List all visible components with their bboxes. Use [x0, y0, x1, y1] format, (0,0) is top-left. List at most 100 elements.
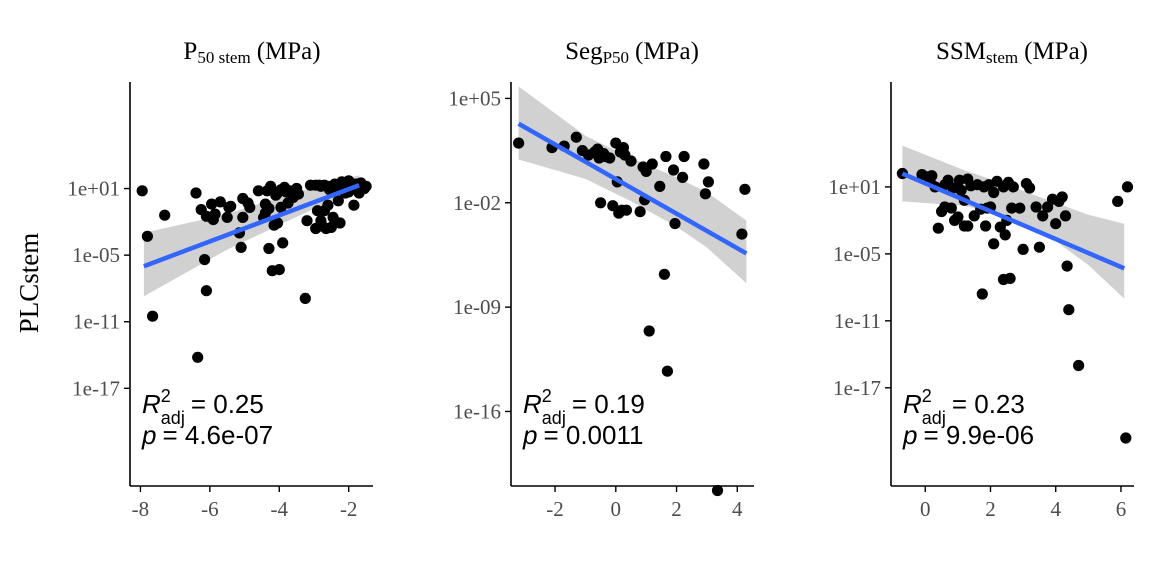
panel-title-units: (MPa) [1024, 38, 1088, 65]
panel-title-subscript: stem [986, 48, 1018, 67]
data-point [634, 206, 646, 218]
data-point [332, 195, 344, 207]
data-point [988, 238, 1000, 250]
p-annotation: p = 9.9e-06 [902, 420, 1034, 450]
data-point [1120, 432, 1132, 444]
r2-symbol: R [903, 389, 922, 419]
data-point [265, 180, 277, 192]
r2-superscript: 2 [922, 386, 932, 406]
p-annotation: p = 0.0011 [522, 420, 643, 450]
y-tick-label: 1e+01 [67, 177, 120, 201]
x-tick-label: -4 [271, 497, 289, 521]
y-tick-label: 1e-02 [453, 191, 501, 215]
data-point [980, 220, 992, 232]
data-point [1121, 181, 1134, 193]
x-tick-label: 4 [1050, 497, 1061, 521]
r2-superscript: 2 [161, 386, 171, 406]
data-point [292, 188, 304, 200]
data-point [190, 187, 202, 199]
data-point [643, 325, 655, 337]
data-point [1112, 195, 1124, 207]
x-tick-label: 6 [1116, 497, 1127, 521]
scatter-points [896, 167, 1134, 444]
data-point [360, 180, 372, 192]
data-point [1050, 218, 1062, 230]
data-point [271, 217, 284, 229]
panel-1: P50 stem (MPa) 1e+01 1e-05 1e-11 1e-17 -8 -6 -4 -… [67, 38, 373, 521]
data-point [926, 170, 938, 182]
x-tick-label: -6 [201, 497, 219, 521]
data-point [252, 185, 264, 197]
r2-value: = 0.19 [572, 389, 645, 419]
data-point [640, 165, 652, 177]
data-point [678, 150, 690, 163]
data-point [988, 186, 1000, 199]
r2-symbol: R [523, 389, 542, 419]
r2-annotation: R2 adj = 0.23 [903, 386, 1025, 428]
panel-title-main: SSM [936, 38, 986, 65]
data-point [141, 230, 153, 242]
panel-title-units: (MPa) [635, 38, 699, 65]
data-point [604, 152, 616, 164]
x-tick-label: 0 [611, 497, 622, 521]
data-point [136, 185, 148, 197]
data-point [1059, 210, 1072, 222]
p-annotation: p = 4.6e-07 [141, 420, 273, 450]
data-point [658, 268, 671, 280]
data-point [237, 211, 249, 223]
y-axis-label: PLCstem [14, 233, 44, 334]
data-point [607, 200, 619, 212]
data-point [962, 220, 974, 232]
data-point [235, 241, 247, 253]
data-point [1014, 202, 1026, 214]
data-point [1007, 181, 1019, 193]
panels: P50 stem (MPa) 1e+01 1e-05 1e-11 1e-17 -8 -6 -4 -… [67, 38, 1134, 521]
r2-value: = 0.23 [952, 389, 1025, 419]
y-tick-label: 1e-11 [834, 309, 881, 333]
r2-annotation: R2 adj = 0.25 [142, 386, 264, 428]
y-tick-label: 1e-09 [453, 295, 501, 319]
data-point [677, 171, 689, 183]
panel-title: P50 stem (MPa) [183, 38, 320, 67]
y-tick-label: 1e-17 [833, 376, 881, 400]
p-value: = 0.0011 [543, 420, 643, 450]
data-point [702, 176, 715, 188]
regression-line [143, 183, 360, 269]
data-point [214, 196, 226, 208]
data-point [159, 209, 171, 221]
data-point [206, 198, 218, 210]
data-point [660, 150, 672, 163]
data-point [244, 201, 256, 213]
y-tick-label: 1e-05 [72, 243, 120, 267]
data-point [932, 222, 944, 234]
panel-title: SegP50 (MPa) [565, 38, 699, 67]
data-point [570, 131, 582, 143]
r2-annotation: R2 adj = 0.19 [523, 386, 645, 428]
y-tick-label: 1e+05 [448, 86, 501, 110]
data-point [595, 197, 607, 209]
data-point [273, 264, 285, 276]
r2-symbol: R [142, 389, 161, 419]
data-point [1037, 210, 1049, 222]
data-point [225, 200, 237, 212]
y-tick-label: 1e-11 [73, 310, 120, 334]
r2-value: = 0.25 [191, 389, 264, 419]
x-tick-label: 2 [671, 497, 682, 521]
data-point [955, 184, 967, 196]
data-point [322, 199, 334, 211]
data-point [263, 242, 275, 255]
x-tick-label: -2 [546, 497, 564, 521]
data-point [1033, 241, 1045, 253]
panel-title-subscript: P50 [603, 48, 629, 67]
data-point [999, 229, 1011, 241]
data-point [739, 183, 751, 195]
data-point [699, 188, 712, 200]
data-point [736, 228, 748, 240]
data-point [952, 211, 964, 223]
data-point [661, 365, 674, 377]
data-point [263, 202, 275, 215]
p-symbol: p [141, 420, 156, 450]
data-point [945, 202, 957, 214]
data-point [1063, 304, 1075, 316]
